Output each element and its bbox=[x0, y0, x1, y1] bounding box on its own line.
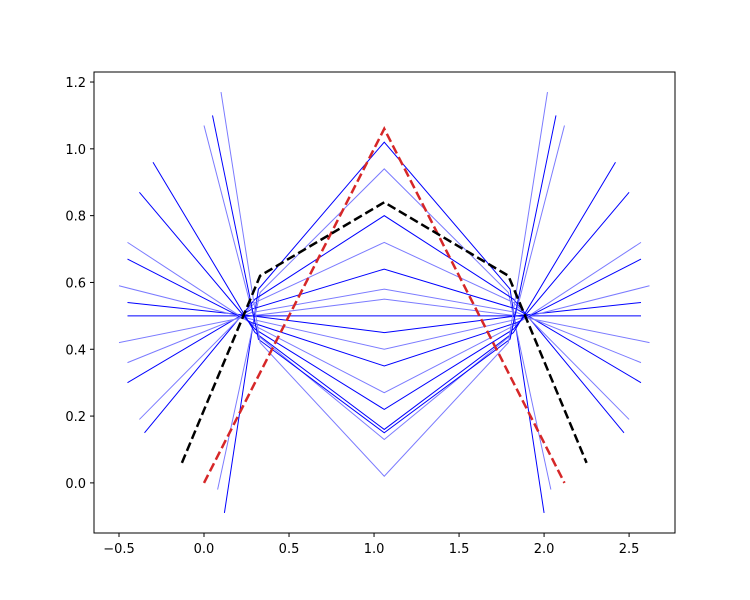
line bbox=[139, 241, 630, 420]
line bbox=[118, 298, 650, 344]
line bbox=[203, 125, 565, 441]
x-tick-label: 1.5 bbox=[449, 542, 470, 557]
line bbox=[223, 141, 545, 514]
x-tick-label: 0.5 bbox=[279, 542, 300, 557]
x-tick-label: −0.5 bbox=[103, 542, 135, 557]
line bbox=[144, 215, 625, 434]
line bbox=[127, 302, 642, 334]
line bbox=[127, 258, 642, 367]
dashed-line bbox=[202, 126, 566, 484]
line bbox=[212, 115, 557, 434]
x-tick-label: 0.0 bbox=[194, 542, 215, 557]
line bbox=[118, 285, 650, 350]
y-tick-label: 1.0 bbox=[65, 143, 86, 158]
line bbox=[220, 91, 548, 477]
y-tick-label: 0.0 bbox=[65, 477, 86, 492]
plot-frame bbox=[93, 71, 676, 534]
line bbox=[152, 161, 616, 431]
line bbox=[217, 168, 552, 490]
x-tick-label: 1.0 bbox=[364, 542, 385, 557]
y-tick-label: 0.4 bbox=[65, 343, 86, 358]
line bbox=[127, 268, 642, 384]
y-tick-label: 1.2 bbox=[65, 76, 86, 91]
y-tick-label: 0.6 bbox=[65, 276, 86, 291]
line bbox=[139, 191, 630, 410]
y-tick-label: 0.8 bbox=[65, 210, 86, 225]
x-tick-label: 2.0 bbox=[534, 542, 555, 557]
x-tick-label: 2.5 bbox=[619, 542, 640, 557]
line bbox=[127, 288, 642, 364]
y-tick-label: 0.2 bbox=[65, 410, 86, 425]
dashed-line bbox=[180, 200, 588, 464]
line bbox=[127, 241, 642, 394]
